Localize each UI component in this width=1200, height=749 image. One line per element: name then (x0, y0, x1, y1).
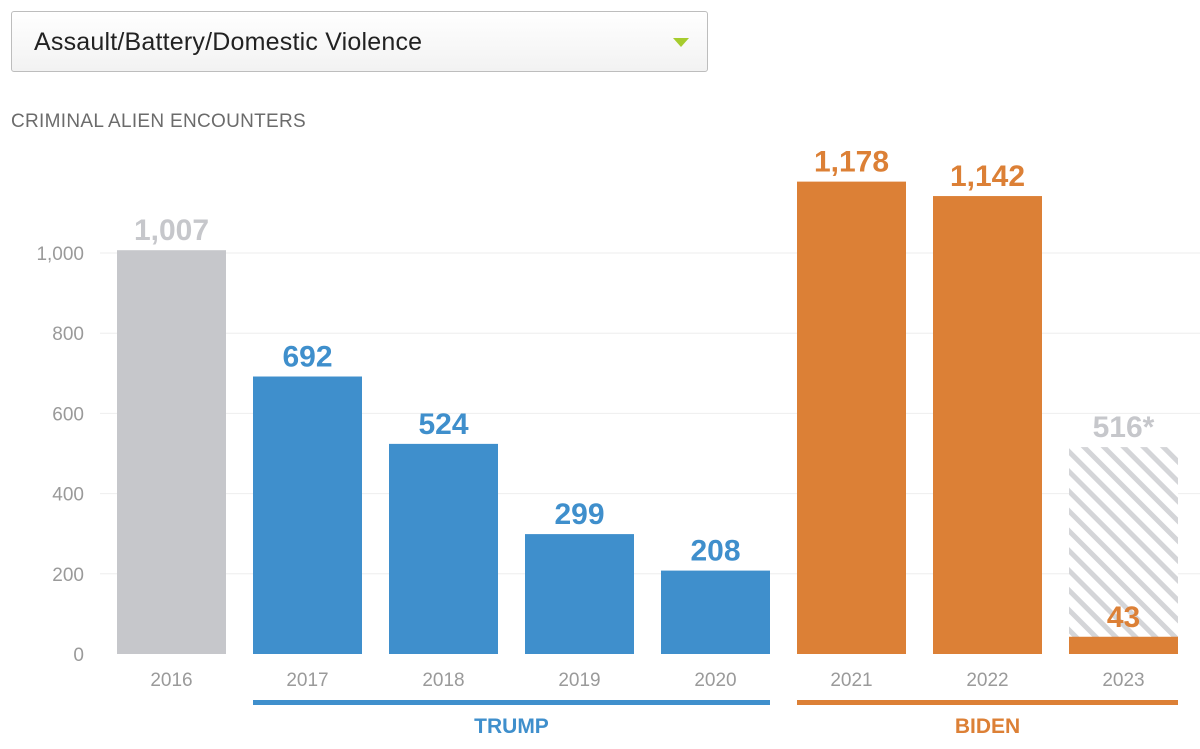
era-bar-biden (797, 700, 1178, 705)
data-label-2022: 1,142 (950, 160, 1025, 193)
x-tick-label-2020: 2020 (694, 670, 736, 691)
data-label-2020: 208 (690, 535, 740, 568)
era-label-trump: TRUMP (474, 715, 549, 738)
x-tick-label-2023: 2023 (1102, 670, 1144, 691)
x-tick-label-2021: 2021 (830, 670, 872, 691)
bar-2021 (797, 181, 906, 654)
era-groups: TRUMP BIDEN (253, 700, 1178, 738)
bar-2020 (661, 570, 770, 654)
triangle-down-icon[interactable] (673, 38, 689, 47)
x-tick-label-2016: 2016 (150, 670, 192, 691)
chart-title: CRIMINAL ALIEN ENCOUNTERS (11, 111, 307, 132)
y-tick-label: 600 (52, 404, 84, 425)
y-tick-label: 800 (52, 324, 84, 345)
bar-2016 (117, 250, 226, 654)
bar-2018 (389, 443, 498, 654)
era-bar-trump (253, 700, 770, 705)
data-label-2017: 692 (282, 341, 332, 374)
data-label-2019: 299 (554, 498, 604, 531)
bar-2017 (253, 376, 362, 654)
y-tick-label: 0 (73, 645, 84, 666)
data-labels: 516* 1,007 692 524 299 208 1,178 1,142 43 (134, 146, 1155, 634)
data-label-2021: 1,178 (814, 146, 889, 179)
data-label-projected-2023: 516* (1093, 411, 1155, 444)
bars (117, 181, 1178, 655)
y-tick-label: 200 (52, 565, 84, 586)
bar-2019 (525, 534, 634, 654)
x-tick-label-2022: 2022 (966, 670, 1008, 691)
x-tick-label-2019: 2019 (558, 670, 600, 691)
x-tick-label-2018: 2018 (422, 670, 464, 691)
data-label-2018: 524 (418, 408, 468, 441)
era-label-biden: BIDEN (955, 715, 1020, 738)
x-axis: 2016 2017 2018 2019 2020 2021 2022 2023 (150, 670, 1144, 691)
data-label-2023: 43 (1107, 601, 1140, 634)
data-label-2016: 1,007 (134, 214, 209, 247)
bar-2022 (933, 196, 1042, 655)
bar-projected-2023 (1069, 447, 1178, 654)
y-tick-label: 400 (52, 485, 84, 506)
category-dropdown[interactable]: Assault/Battery/Domestic Violence (11, 11, 708, 72)
dropdown-selected-value: Assault/Battery/Domestic Violence (34, 28, 423, 56)
y-axis: 0 200 400 600 800 1,000 (36, 244, 84, 666)
y-tick-label: 1,000 (36, 244, 84, 265)
x-tick-label-2017: 2017 (286, 670, 328, 691)
bar-2023 (1069, 636, 1178, 654)
